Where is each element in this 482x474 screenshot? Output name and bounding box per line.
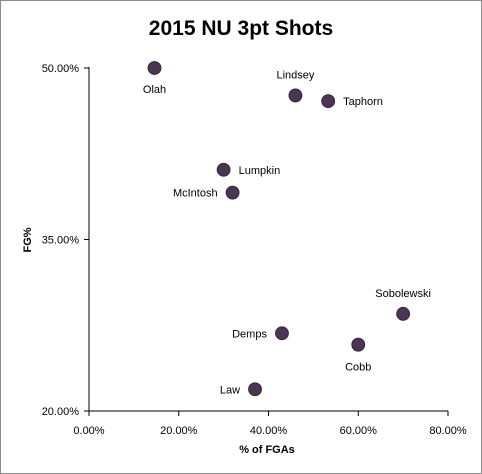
data-point-taphorn xyxy=(321,94,336,109)
chart-title: 2015 NU 3pt Shots xyxy=(149,17,333,40)
data-point-law xyxy=(248,382,262,397)
x-tick-label: 60.00% xyxy=(340,425,378,437)
x-tick-label: 0.00% xyxy=(73,425,104,437)
data-point-cobb xyxy=(351,337,366,352)
y-tick-label: 50.00% xyxy=(42,63,80,75)
data-point-lumpkin xyxy=(216,162,231,177)
y-tick-label: 35.00% xyxy=(42,235,80,247)
x-tick-label: 40.00% xyxy=(250,425,288,437)
data-label-cobb: Cobb xyxy=(345,362,371,374)
y-tick-group: 20.00% 35.00% 50.00% xyxy=(42,63,89,418)
data-label-law: Law xyxy=(220,384,240,396)
data-label-lumpkin: Lumpkin xyxy=(239,165,281,177)
data-point-mcintosh xyxy=(225,185,240,200)
data-point-sobolewski xyxy=(396,306,411,321)
data-label-sobolewski: Sobolewski xyxy=(375,288,431,300)
x-tick-label: 20.00% xyxy=(160,425,198,437)
x-tick-group: 0.00% 20.00% 40.00% 60.00% 80.00% xyxy=(73,411,467,437)
data-label-mcintosh: McIntosh xyxy=(173,188,218,200)
y-tick-label: 20.00% xyxy=(42,406,80,418)
data-point-olah xyxy=(147,61,162,75)
data-point-demps xyxy=(275,326,289,341)
y-axis-title: FG% xyxy=(22,227,34,252)
x-axis-title: % of FGAs xyxy=(239,444,295,456)
x-tick-label: 80.00% xyxy=(429,425,467,437)
data-label-lindsey: Lindsey xyxy=(276,69,314,81)
data-label-demps: Demps xyxy=(232,328,267,340)
data-label-olah: Olah xyxy=(143,84,166,96)
point-group: Olah Lindsey Taphorn Lumpkin McIntosh Sobolew… xyxy=(143,61,431,397)
data-point-lindsey xyxy=(288,88,303,103)
data-label-taphorn: Taphorn xyxy=(343,96,383,108)
